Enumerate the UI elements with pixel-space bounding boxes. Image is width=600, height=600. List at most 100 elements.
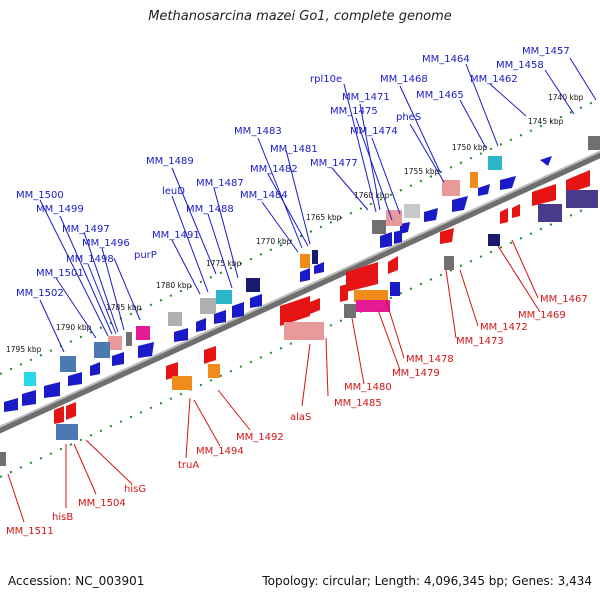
gene-arrow	[424, 208, 438, 222]
backbone	[0, 150, 600, 434]
gene-arrow	[44, 382, 60, 398]
gene-arrow	[566, 170, 590, 194]
gene-label-forward: MM_1474	[350, 126, 398, 137]
forward-strand-features	[4, 136, 600, 412]
gene-label-reverse: MM_1469	[518, 310, 566, 321]
gene-label-forward: MM_1468	[380, 74, 428, 85]
gene-label-forward: MM_1457	[522, 46, 570, 57]
gene-arrow	[280, 296, 310, 326]
feature-box	[344, 304, 356, 318]
gene-arrow	[138, 342, 154, 358]
gene-arrow	[394, 230, 402, 244]
scale-label: 1795 kbp	[6, 345, 42, 354]
gene-label-reverse: MM_1478	[406, 354, 454, 365]
gene-label-forward: MM_1488	[186, 204, 234, 215]
feature-box	[404, 204, 420, 218]
feature-box	[488, 234, 500, 246]
gene-label-forward: MM_1496	[82, 238, 130, 249]
feature-box	[284, 322, 324, 340]
gene-arrow	[174, 328, 188, 342]
leader-lines-red	[7, 239, 541, 523]
scale-label: 1765 kbp	[306, 213, 342, 222]
gene-arrow	[346, 262, 378, 292]
gene-label-forward: leuD	[162, 186, 185, 197]
gene-label-forward: MM_1501	[36, 268, 84, 279]
feature-box	[390, 282, 400, 296]
feature-box	[354, 290, 388, 302]
gene-arrow	[232, 302, 244, 318]
gene-arrow	[400, 222, 410, 234]
feature-box	[60, 356, 76, 372]
feature-box	[200, 298, 216, 314]
gene-label-forward: MM_1487	[196, 178, 244, 189]
feature-box	[216, 290, 232, 304]
feature-box	[0, 452, 6, 466]
gene-arrow	[532, 184, 556, 206]
gene-arrow	[22, 390, 36, 406]
gene-arrow	[478, 184, 490, 196]
gene-label-forward: purP	[134, 250, 157, 261]
gene-label-reverse: MM_1485	[334, 398, 382, 409]
gene-arrow	[68, 372, 82, 386]
gene-label-reverse: MM_1472	[480, 322, 528, 333]
gene-label-forward: MM_1471	[342, 92, 390, 103]
feature-box	[372, 220, 386, 234]
scale-label: 1755 kbp	[404, 167, 440, 176]
gene-label-forward: MM_1482	[250, 164, 298, 175]
page-title: Methanosarcina mazei Go1, complete genom…	[148, 9, 452, 24]
gene-label-forward: MM_1499	[36, 204, 84, 215]
gene-arrow	[452, 196, 468, 212]
scale-label: 1750 kbp	[452, 143, 488, 152]
gene-label-reverse: MM_1473	[456, 336, 504, 347]
gene-arrow	[196, 318, 206, 332]
feature-box	[108, 336, 122, 350]
feature-box	[488, 156, 502, 170]
gene-label-forward: MM_1458	[496, 60, 544, 71]
gene-label-forward: MM_1465	[416, 90, 464, 101]
reverse-strand-features	[0, 170, 598, 466]
scale-label: 1770 kbp	[256, 237, 292, 246]
gene-label-reverse: MM_1467	[540, 294, 588, 305]
feature-box	[444, 256, 454, 270]
gene-arrow	[310, 298, 320, 314]
gene-label-forward: MM_1477	[310, 158, 358, 169]
feature-box	[566, 190, 598, 208]
gene-label-forward: MM_1498	[66, 254, 114, 265]
gene-arrow	[300, 268, 310, 282]
scale-label: 1745 kbp	[528, 117, 564, 126]
gene-label-forward: MM_1483	[234, 126, 282, 137]
feature-box	[300, 254, 310, 268]
gene-arrow	[214, 310, 226, 324]
gene-label-reverse: MM_1480	[344, 382, 392, 393]
leader-lines	[39, 57, 597, 353]
gene-label-forward: MM_1489	[146, 156, 194, 167]
feature-box	[126, 332, 132, 346]
gene-arrow	[540, 156, 552, 166]
gene-label-reverse: hisB	[52, 512, 73, 523]
gene-label-forward: MM_1484	[240, 190, 288, 201]
feature-box	[208, 364, 220, 378]
feature-box	[56, 424, 78, 440]
feature-box	[356, 300, 390, 312]
gene-label-reverse: alaS	[290, 412, 311, 423]
gene-label-forward: rpl10e	[310, 74, 342, 85]
gene-label-reverse: MM_1492	[236, 432, 284, 443]
scale-label: 1785 kbp	[106, 303, 142, 312]
gene-arrow	[204, 346, 216, 364]
gene-label-forward: MM_1500	[16, 190, 64, 201]
gene-arrow	[4, 398, 18, 412]
gene-label-forward: MM_1502	[16, 288, 64, 299]
gene-label-forward: MM_1462	[470, 74, 518, 85]
topology-info: Topology: circular; Length: 4,096,345 bp…	[262, 574, 592, 588]
feature-box	[442, 180, 460, 196]
gene-arrow	[512, 204, 520, 218]
accession-label: Accession: NC_003901	[8, 574, 145, 588]
gene-arrow	[500, 208, 508, 224]
feature-box	[136, 326, 150, 340]
gene-arrow	[380, 232, 392, 248]
feature-box	[588, 136, 600, 150]
gene-arrow	[90, 362, 100, 376]
gene-label-reverse: truA	[178, 460, 199, 471]
